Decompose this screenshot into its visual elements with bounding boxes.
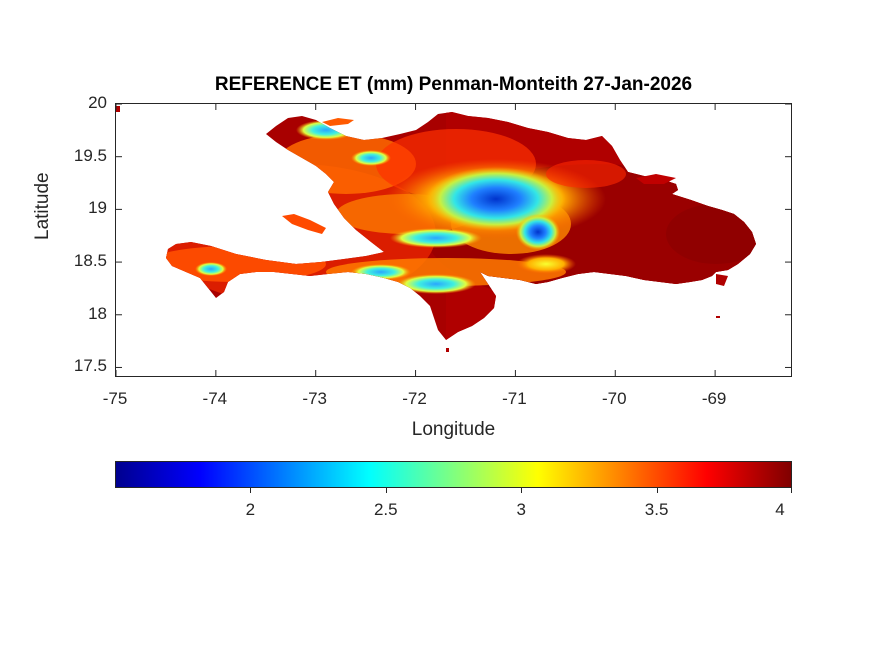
islet bbox=[116, 106, 120, 112]
x-axis-ticks bbox=[116, 104, 716, 376]
y-axis-ticks bbox=[116, 104, 791, 368]
colorbar-tick-label: 3 bbox=[516, 500, 526, 519]
colorbar-tick-mark bbox=[521, 488, 523, 493]
x-tick-label: -69 bbox=[701, 389, 727, 408]
y-tick-label: 19.5 bbox=[73, 145, 107, 165]
tortuga-island bbox=[322, 118, 354, 126]
saona-island bbox=[716, 274, 728, 286]
colorbar-tick-label: 4 bbox=[775, 500, 785, 519]
colorbar-tick-mark bbox=[250, 488, 252, 493]
colorbar-tick-label: 2.5 bbox=[373, 500, 398, 519]
chart-title: REFERENCE ET (mm) Penman-Monteith 27-Jan… bbox=[214, 74, 693, 95]
colorbar-tick-mark bbox=[385, 488, 387, 493]
y-tick-label: 18.5 bbox=[73, 251, 107, 271]
y-tick-label: 17.5 bbox=[73, 356, 107, 376]
y-tick-label: 20 bbox=[88, 93, 107, 112]
x-axis-label: Longitude bbox=[411, 419, 496, 440]
colorbar-tick-mark bbox=[656, 488, 658, 493]
x-tick-label: -72 bbox=[402, 389, 427, 408]
colorbar-tick-mark bbox=[791, 488, 792, 493]
gonave-island bbox=[282, 214, 326, 234]
x-tick-label: -71 bbox=[502, 389, 527, 408]
x-tick-label: -75 bbox=[102, 389, 128, 408]
y-axis-label: Latitude bbox=[32, 172, 53, 240]
y-tick-label: 18 bbox=[88, 303, 107, 323]
y-tick-label: 19 bbox=[88, 198, 107, 218]
x-tick-label: -74 bbox=[202, 389, 228, 408]
samana-peninsula bbox=[636, 174, 676, 184]
map-plot bbox=[116, 104, 791, 376]
map-axes bbox=[115, 103, 792, 377]
colorbar-tick-label: 2 bbox=[245, 500, 256, 519]
colorbar-ticks bbox=[115, 488, 792, 496]
colorbar bbox=[115, 461, 792, 488]
islet bbox=[716, 316, 720, 318]
land-surface bbox=[166, 112, 756, 340]
x-tick-label: -70 bbox=[601, 389, 627, 408]
x-tick-label: -73 bbox=[302, 389, 327, 408]
islet bbox=[446, 348, 449, 352]
colorbar-tick-label: 3.5 bbox=[644, 500, 669, 519]
